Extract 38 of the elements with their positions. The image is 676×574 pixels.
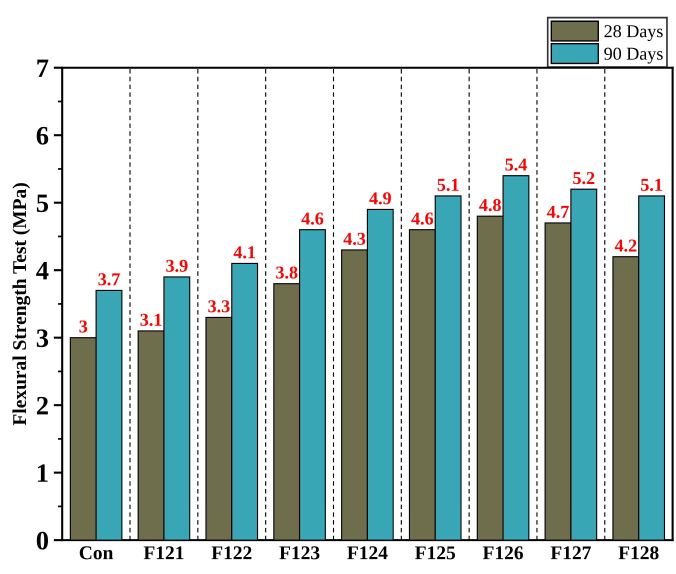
data-label: 4.6 <box>411 212 434 225</box>
data-label: 5.1 <box>641 178 662 191</box>
y-tick-label: 4 <box>36 262 49 280</box>
data-label: 3.9 <box>166 260 188 272</box>
data-label: 4.2 <box>614 240 636 252</box>
x-tick-label: Con <box>80 546 114 560</box>
data-label: 3.7 <box>98 273 120 286</box>
y-tick-label: 7 <box>37 60 48 77</box>
y-tick-label: 2 <box>36 396 48 414</box>
y-tick-label: 5 <box>36 194 48 212</box>
data-label: 4.6 <box>301 212 324 225</box>
data-label: 3.3 <box>208 300 230 312</box>
x-tick-label: F127 <box>550 546 591 560</box>
data-label: 4.1 <box>234 246 255 258</box>
data-label: 5.1 <box>438 178 458 191</box>
x-tick-label: F123 <box>279 546 320 560</box>
x-tick-label: F124 <box>347 546 388 560</box>
data-label: 3.1 <box>140 314 162 326</box>
y-tick-label: 6 <box>36 126 48 145</box>
data-label: 4.3 <box>343 232 366 245</box>
data-label: 3.8 <box>276 266 298 279</box>
data-label: 4.8 <box>479 198 501 212</box>
x-tick-label: F125 <box>415 546 456 560</box>
data-label: 4.7 <box>546 206 569 218</box>
data-label: 5.2 <box>573 172 594 184</box>
y-axis-title: Flexural Strength Test (MPa) <box>12 183 30 426</box>
y-tick-label: 0 <box>36 532 48 550</box>
y-tick-label: 1 <box>38 464 48 482</box>
x-tick-label: F128 <box>618 546 659 560</box>
x-tick-label: F126 <box>482 546 524 560</box>
x-tick-label: F122 <box>212 546 252 560</box>
legend-label: 28 Days <box>604 25 663 42</box>
data-label: 4.9 <box>369 192 391 204</box>
x-tick-label: F121 <box>144 546 184 560</box>
data-label: 3 <box>79 320 88 333</box>
data-label: 5.4 <box>505 158 527 171</box>
legend-label: 90 Days <box>604 48 663 64</box>
y-tick-label: 3 <box>36 329 48 348</box>
